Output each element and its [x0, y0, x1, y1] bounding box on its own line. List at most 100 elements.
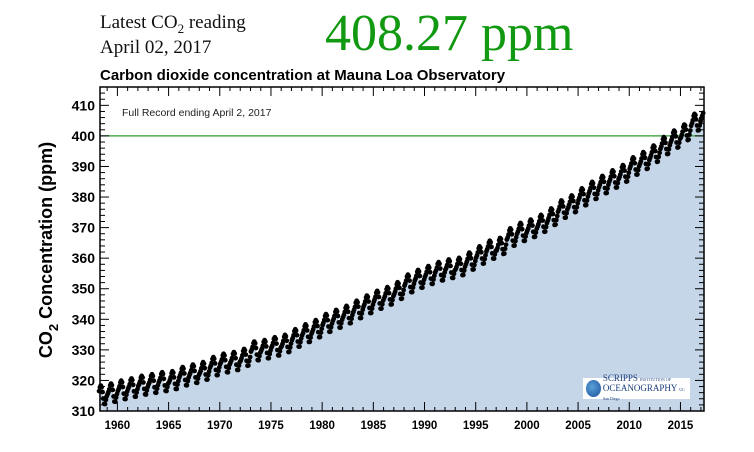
data-point: [356, 304, 361, 310]
data-point: [246, 358, 252, 364]
data-point: [646, 161, 651, 167]
data-point: [334, 309, 340, 314]
data-point: [171, 375, 177, 380]
data-point: [417, 273, 423, 279]
data-point: [215, 372, 221, 378]
data-point: [581, 191, 586, 197]
data-point: [247, 354, 253, 360]
data-point: [673, 133, 679, 139]
data-point: [317, 334, 323, 340]
data-point: [580, 187, 586, 193]
data-point: [267, 351, 273, 357]
data-point: [550, 211, 556, 217]
data-point: [400, 291, 406, 297]
x-tick-label: 1975: [258, 420, 284, 432]
data-point: [489, 244, 494, 250]
data-points: [96, 110, 706, 407]
y-tick-label: 410: [72, 97, 96, 113]
data-point: [266, 355, 272, 361]
data-point: [386, 290, 392, 296]
data-point: [652, 144, 657, 150]
data-point: [573, 209, 579, 215]
data-point: [540, 218, 546, 223]
data-point: [461, 268, 467, 273]
data-point: [498, 236, 504, 242]
data-point: [687, 128, 693, 133]
y-tick-label: 350: [72, 281, 96, 297]
data-point: [501, 251, 507, 256]
data-point: [222, 353, 227, 358]
latest-reading-date: April 02, 2017: [100, 37, 212, 58]
data-point: [632, 160, 638, 166]
data-point: [621, 164, 627, 169]
data-point: [362, 299, 368, 304]
data-point: [205, 377, 210, 382]
data-point: [409, 289, 415, 295]
data-point: [338, 325, 343, 330]
data-point: [143, 392, 149, 397]
data-point: [399, 296, 405, 301]
data-point: [590, 180, 596, 186]
data-point: [119, 379, 125, 385]
data-point: [629, 161, 634, 166]
data-point: [194, 380, 200, 386]
data-point: [420, 285, 425, 290]
data-point: [448, 263, 453, 269]
data-point: [506, 232, 511, 237]
data-point: [693, 117, 699, 122]
data-point: [133, 394, 139, 400]
data-point: [503, 242, 509, 248]
data-point: [328, 324, 334, 330]
logo-line1: SCRIPPS: [602, 373, 638, 383]
data-point: [273, 336, 279, 342]
data-point: [212, 361, 218, 366]
data-point: [615, 180, 621, 186]
data-point: [666, 146, 672, 152]
x-tick-label: 1990: [412, 420, 438, 432]
data-point: [437, 261, 442, 267]
logo-line2: OCEANOGRAPHY: [602, 383, 678, 393]
scripps-logo: SCRIPPS INSTITUTION OF OCEANOGRAPHY UC S…: [583, 374, 690, 401]
data-point: [286, 349, 292, 355]
data-point: [102, 401, 108, 407]
data-point: [307, 339, 313, 345]
data-point: [475, 250, 481, 255]
data-point: [201, 361, 207, 367]
data-point: [407, 278, 412, 283]
data-point: [181, 366, 186, 372]
data-point: [478, 245, 483, 251]
data-point: [539, 213, 545, 219]
data-point: [304, 323, 309, 329]
data-point: [120, 384, 126, 390]
data-point: [369, 306, 375, 311]
x-tick-label: 2000: [514, 420, 540, 432]
data-point: [683, 127, 689, 132]
data-point: [359, 311, 365, 316]
data-point: [430, 281, 435, 287]
data-point: [184, 382, 190, 388]
data-point: [192, 368, 198, 374]
data-point: [298, 339, 303, 345]
data-point: [431, 277, 436, 282]
data-point: [379, 306, 384, 311]
data-point: [375, 290, 381, 295]
data-point: [478, 249, 484, 255]
data-point: [129, 377, 135, 383]
data-point: [553, 217, 559, 223]
data-point: [294, 332, 300, 338]
data-point: [253, 345, 259, 351]
data-point: [563, 215, 569, 221]
latest-reading-label: Latest CO2 reading: [100, 12, 246, 40]
data-point: [472, 262, 477, 268]
x-tick-label: 2015: [668, 420, 694, 432]
data-point: [358, 315, 364, 321]
data-point: [622, 168, 627, 174]
ylabel-subscript: 2: [46, 324, 61, 331]
data-point: [642, 155, 648, 161]
data-point: [160, 371, 166, 377]
data-point: [401, 287, 406, 293]
data-point: [483, 252, 488, 258]
logo-text: SCRIPPS INSTITUTION OF OCEANOGRAPHY UC S…: [603, 374, 690, 403]
data-point: [665, 151, 671, 157]
data-point: [276, 353, 282, 358]
